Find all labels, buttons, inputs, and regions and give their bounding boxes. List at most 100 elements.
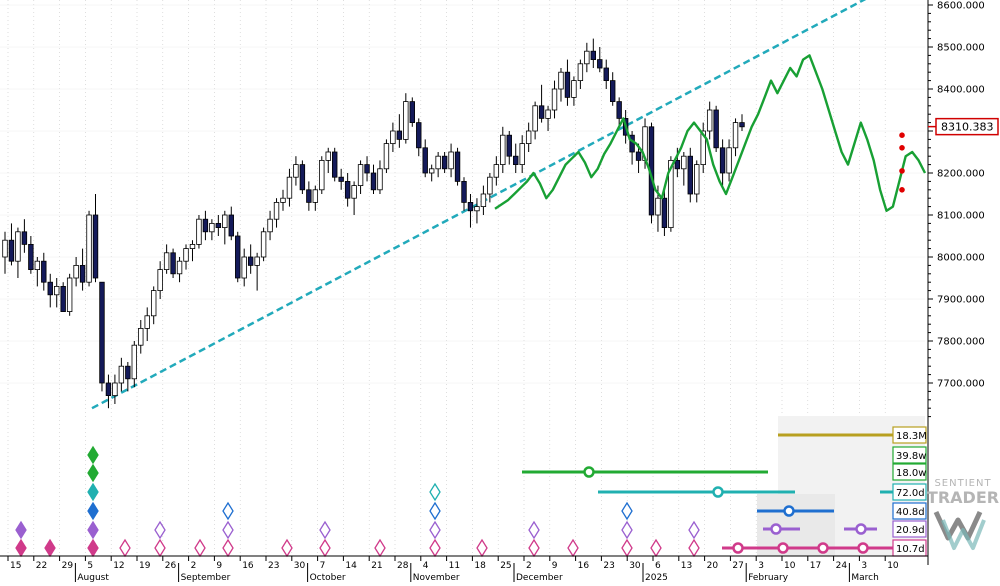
y-tick-label: 8600.000 [937,1,985,12]
red-dot [899,187,905,193]
seasonal-projection-line [494,54,927,213]
x-tick-label: 26 [165,561,177,571]
candle-body [571,80,577,98]
candle-body [325,151,331,161]
last-price-label: 8310.383 [941,121,994,134]
candle-body [21,231,28,245]
candle-body [60,285,66,312]
signal-node [857,542,869,554]
diamond-marker [688,538,700,558]
signal-node [855,523,867,535]
candle-body [202,218,209,233]
candle-body [47,281,53,296]
candle-body [739,122,745,128]
x-tick-label: 19 [139,561,151,571]
candle-body [519,143,525,166]
logo-mark-teal [941,519,986,550]
candle-body [73,264,79,279]
signal-label-box [892,483,927,501]
candle-body [422,147,428,174]
diamond-marker [44,538,56,558]
red-dot [899,132,905,138]
diamond-marker [319,520,331,540]
candle-body [597,59,603,69]
red-dot [899,145,905,151]
x-tick-label: 22 [36,561,47,571]
candle-body [41,260,47,283]
signal-label-box [892,446,927,464]
candle-body [403,101,409,140]
red-dot [899,168,905,174]
candle-body [183,248,189,262]
red-dots-layer [899,132,905,193]
candle-body [706,109,713,132]
diamond-marker [688,520,700,540]
candle-body [428,168,435,174]
y-tick-label: 8500.000 [937,43,985,54]
candle-body [351,185,357,199]
candle-body [131,344,137,380]
signal-label: 18.0w [896,468,926,479]
x-tick-label: 3 [758,561,764,571]
diamond-marker [281,538,293,558]
month-label: 2025 [645,573,668,582]
diamond-marker [528,538,540,558]
candle-body [92,214,99,279]
diamond-marker [429,482,441,502]
candle-body [267,218,273,233]
candle-body [189,243,196,249]
diamond-marker [222,520,234,540]
seasonal-projection-layer [494,54,927,213]
candle-body [687,155,693,195]
logo-mark-dark [933,510,983,541]
candle-body [241,256,247,279]
diamond-markers-layer [15,445,700,558]
logo-line1: SENTIENT [934,478,991,489]
signal-node [583,466,595,478]
candle-body [170,252,176,275]
candle-body [299,164,306,191]
y-tick-label: 8200.000 [937,169,985,180]
diamond-marker [429,501,441,521]
candle-body [357,164,364,187]
candle-body [467,201,474,212]
candle-body [15,231,21,262]
candle-body [2,239,8,258]
x-tick-label: 23 [268,561,279,571]
candle-body [713,109,719,149]
y-tick-label: 8400.000 [937,85,985,96]
candle-body [674,159,681,170]
candle-body [118,365,125,384]
x-tick-label: 10 [887,561,899,571]
diamond-marker [154,520,166,540]
candle-body [577,63,584,81]
candle-body [584,50,590,65]
candle-body [196,218,202,245]
diamond-marker [374,538,386,558]
candle-body [719,147,726,174]
candle-body [8,239,15,262]
month-label: August [77,573,109,582]
month-label: September [181,573,231,582]
candle-body [338,176,344,182]
candle-body [79,264,86,283]
candle-body [215,222,222,228]
x-tick-label: 28 [397,561,409,571]
candle-body [441,155,448,170]
candle-body [545,109,551,119]
x-tick-label: 20 [707,561,719,571]
diamond-marker [429,520,441,540]
x-tick-label: 3 [861,561,867,571]
diamond-marker [429,538,441,558]
diamond-marker [15,520,27,540]
x-tick-label: 30 [629,561,641,571]
candle-body [222,214,228,228]
diamond-marker [567,538,579,558]
candle-body [461,180,467,203]
month-label: February [748,573,789,582]
candle-body [176,260,183,275]
signal-label: 72.0d [896,488,925,499]
candle-body [99,281,105,384]
signal-label-box [892,520,927,538]
